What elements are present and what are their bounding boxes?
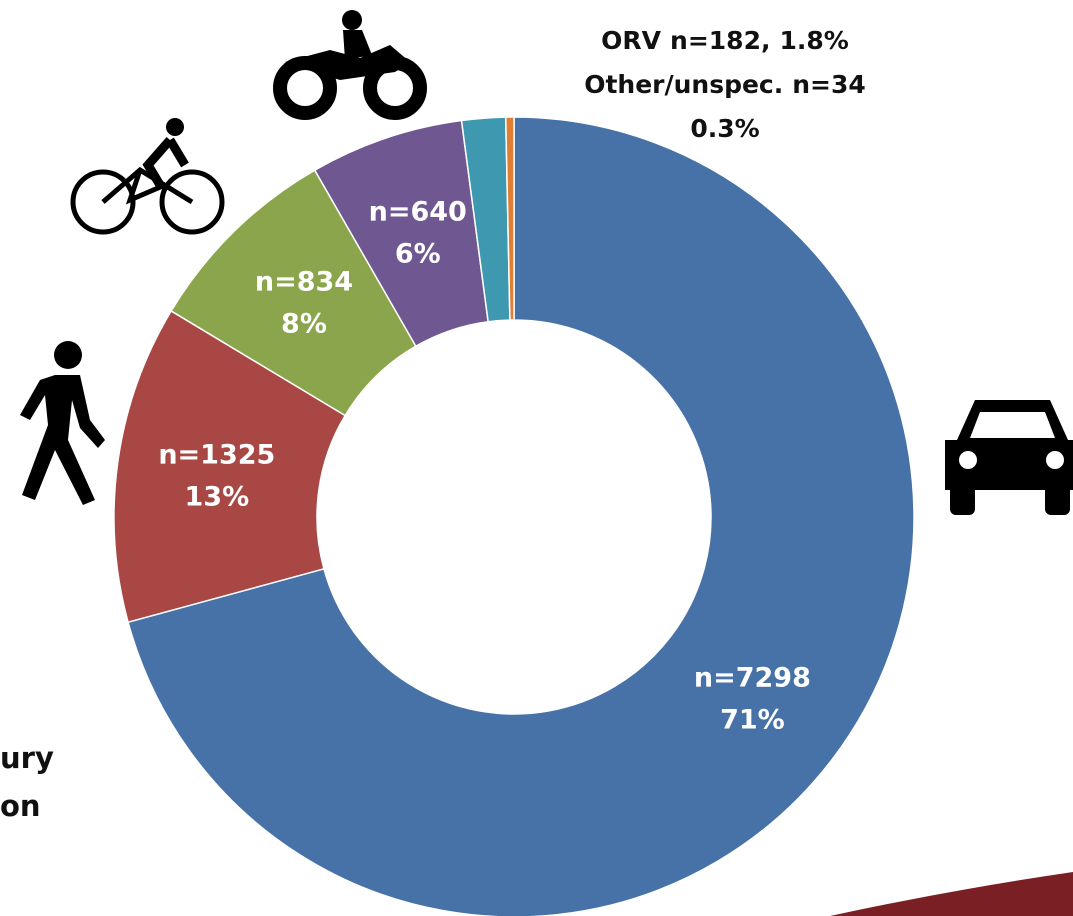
donut bbox=[113, 116, 915, 916]
pedestrian-icon bbox=[20, 341, 105, 505]
annotation: ury bbox=[0, 741, 54, 775]
donut-segment bbox=[127, 116, 915, 916]
motorcycle-icon bbox=[273, 10, 427, 120]
percent-label: 8% bbox=[281, 308, 327, 339]
category-label: Other/unspec. bbox=[584, 70, 783, 99]
value-label: n=34 bbox=[792, 70, 866, 99]
other-label: Other/unspec. n=34 bbox=[584, 70, 866, 99]
percent-label: 0.3% bbox=[690, 114, 759, 143]
value-label: n=7298 bbox=[694, 663, 811, 694]
donut-segment bbox=[113, 309, 347, 624]
percent-label: 1.8% bbox=[779, 26, 848, 55]
annotation: on bbox=[0, 789, 41, 823]
bicycle-icon bbox=[70, 118, 225, 235]
value-label: n=182, bbox=[670, 26, 770, 55]
value-label: n=640 bbox=[369, 196, 467, 227]
car-icon bbox=[945, 400, 1073, 515]
category-label: ORV bbox=[601, 26, 662, 55]
orv-label: ORV n=182, 1.8% bbox=[601, 26, 849, 55]
donut-segment bbox=[504, 116, 515, 321]
value-label: n=1325 bbox=[158, 439, 275, 470]
percent-label: 71% bbox=[720, 705, 785, 736]
value-label: n=834 bbox=[255, 266, 353, 297]
percent-label: 13% bbox=[185, 481, 250, 512]
decor-swoosh bbox=[830, 872, 1073, 916]
percent-label: 6% bbox=[395, 238, 441, 269]
